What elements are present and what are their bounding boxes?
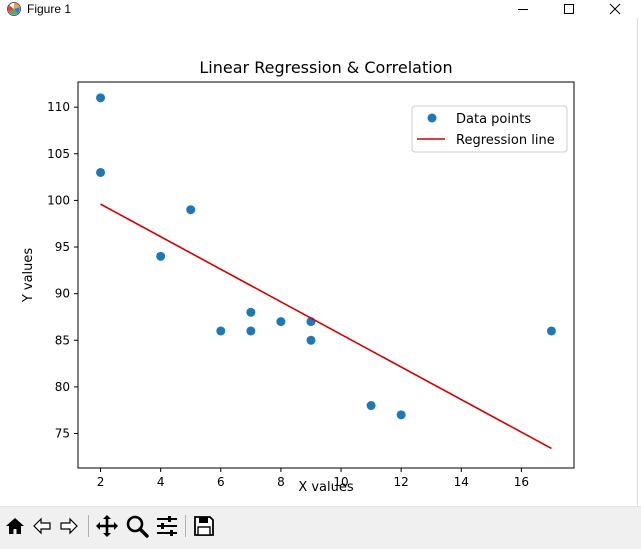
configure-subplots-button[interactable] [154, 513, 180, 539]
save-floppy-icon [194, 516, 214, 536]
legend-label: Regression line [456, 133, 555, 148]
regression-line [100, 203, 552, 450]
back-button[interactable] [29, 513, 55, 539]
matplotlib-icon [7, 2, 21, 16]
zoom-button[interactable] [124, 513, 150, 539]
back-arrow-icon [33, 517, 51, 535]
toolbar-separator [88, 515, 89, 537]
pan-button[interactable] [94, 513, 120, 539]
close-button[interactable] [592, 0, 638, 18]
y-axis-label: Y values [21, 248, 36, 304]
legend-box [411, 105, 568, 153]
window-titlebar: Figure 1 [0, 0, 641, 18]
zoom-magnifier-icon [126, 515, 149, 538]
legend: Data points Regression line [411, 105, 568, 153]
home-icon [6, 518, 24, 534]
data-point [546, 326, 556, 336]
navigation-toolbar [0, 506, 641, 549]
y-tick-label: 85 [55, 333, 70, 347]
pan-move-icon [96, 515, 118, 537]
minimize-button[interactable] [500, 0, 546, 18]
data-point [156, 251, 166, 261]
forward-arrow-icon [60, 517, 78, 535]
data-point [96, 167, 106, 177]
y-tick-label: 100 [47, 193, 70, 207]
data-point [246, 307, 256, 317]
x-tick-label: 4 [157, 475, 165, 489]
window-edge [637, 18, 641, 506]
close-icon [609, 3, 621, 15]
window-title: Figure 1 [27, 2, 72, 16]
x-tick-label: 8 [277, 475, 285, 489]
maximize-button[interactable] [546, 0, 592, 18]
configure-subplots-icon [157, 516, 177, 536]
data-point [306, 335, 316, 345]
y-tick-label: 105 [47, 147, 70, 161]
minimize-icon [518, 9, 528, 10]
home-button[interactable] [2, 513, 28, 539]
data-point [216, 326, 226, 336]
data-point [186, 205, 196, 215]
plot-marks [96, 93, 556, 450]
y-tick-label: 95 [55, 240, 70, 254]
x-tick-label: 10 [333, 475, 348, 489]
y-tick-label: 75 [55, 427, 70, 441]
data-point [396, 410, 406, 420]
x-tick-label: 2 [97, 475, 105, 489]
x-tick-label: 12 [394, 475, 409, 489]
x-tick-label: 14 [454, 475, 469, 489]
legend-label: Data points [456, 112, 531, 127]
data-point [246, 326, 256, 336]
forward-button[interactable] [56, 513, 82, 539]
data-point [366, 401, 376, 411]
x-axis: 2 4 6 8 10 12 14 16 [97, 468, 529, 489]
save-button[interactable] [191, 513, 217, 539]
x-tick-label: 16 [514, 475, 529, 489]
maximize-icon [564, 4, 574, 14]
y-tick-label: 80 [55, 380, 70, 394]
data-point [276, 317, 286, 327]
chart-title: Linear Regression & Correlation [199, 58, 452, 77]
y-tick-label: 110 [47, 100, 70, 114]
figure-canvas: Linear Regression & Correlation 2 4 6 8 10 12… [21, 58, 575, 495]
legend-marker-points [427, 113, 437, 123]
data-point [96, 93, 106, 103]
y-tick-label: 90 [55, 287, 70, 301]
y-axis: 75 80 85 90 95 100 105 110 [47, 100, 78, 441]
x-tick-label: 6 [217, 475, 225, 489]
toolbar-separator [185, 515, 186, 537]
x-axis-label: X values [298, 480, 354, 495]
